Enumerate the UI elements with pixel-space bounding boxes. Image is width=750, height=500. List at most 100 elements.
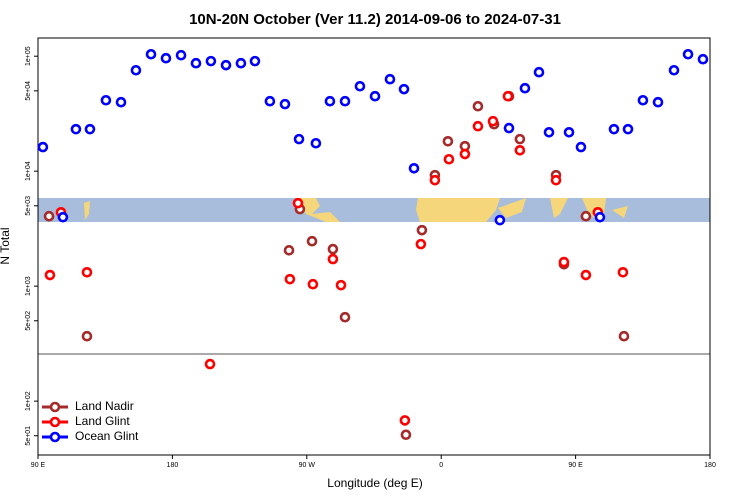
plot-frame — [37, 37, 711, 456]
point — [310, 137, 322, 149]
point — [160, 52, 172, 64]
y-tick-label: 5e+03 — [25, 196, 32, 216]
x-tick-label: 180 — [704, 462, 716, 469]
point — [57, 211, 69, 223]
point — [205, 55, 217, 67]
point — [594, 211, 606, 223]
point — [503, 122, 515, 134]
point — [502, 90, 514, 102]
y-tick-label: 1e+04 — [25, 161, 32, 181]
point — [608, 123, 620, 135]
point — [384, 73, 396, 85]
y-tick-label: 5e+01 — [25, 426, 32, 446]
point — [190, 57, 202, 69]
legend-label: Land Nadir — [75, 399, 134, 413]
y-tick-label: 5e+02 — [25, 311, 32, 331]
x-tick-label: 90 W — [299, 462, 316, 469]
point — [652, 96, 664, 108]
point — [415, 238, 427, 250]
point — [335, 279, 347, 291]
point — [533, 66, 545, 78]
legend-marker — [49, 401, 61, 413]
legend-marker — [49, 416, 61, 428]
point — [617, 266, 629, 278]
point — [398, 83, 410, 95]
y-tick-label: 1e+05 — [25, 46, 32, 66]
y-tick-label: 1e+02 — [25, 391, 32, 411]
point — [37, 141, 49, 153]
point — [622, 123, 634, 135]
point — [472, 120, 484, 132]
y-axis-label: N Total — [0, 227, 12, 264]
point — [339, 95, 351, 107]
land — [550, 198, 568, 218]
x-tick-label: 90 E — [568, 462, 583, 469]
x-tick-label: 180 — [167, 462, 179, 469]
point — [307, 278, 319, 290]
point — [400, 429, 412, 441]
point — [575, 141, 587, 153]
point — [580, 269, 592, 281]
point — [429, 174, 441, 186]
point — [487, 115, 499, 127]
point — [563, 126, 575, 138]
point — [81, 266, 93, 278]
point — [43, 210, 55, 222]
point — [443, 153, 455, 165]
point — [306, 235, 318, 247]
point — [292, 197, 304, 209]
point — [220, 59, 232, 71]
point — [130, 64, 142, 76]
x-axis-label: Longitude (deg E) — [327, 476, 422, 490]
point — [682, 48, 694, 60]
point — [175, 49, 187, 61]
point — [514, 133, 526, 145]
point — [514, 144, 526, 156]
point — [249, 55, 261, 67]
point — [580, 210, 592, 222]
y-tick-label: 1e+03 — [25, 276, 32, 296]
point — [293, 133, 305, 145]
x-tick-label: 0 — [439, 462, 443, 469]
point — [697, 53, 709, 65]
point — [324, 95, 336, 107]
point — [459, 148, 471, 160]
point — [145, 48, 157, 60]
point — [618, 330, 630, 342]
point — [494, 214, 506, 226]
point — [70, 123, 82, 135]
point — [327, 243, 339, 255]
point — [283, 245, 295, 256]
point — [115, 96, 127, 108]
point — [279, 98, 291, 110]
y-tick-label: 5e+04 — [25, 81, 32, 101]
point — [339, 311, 351, 323]
point — [84, 123, 96, 135]
point — [100, 94, 112, 106]
point — [44, 269, 56, 281]
ocean-band — [38, 198, 710, 222]
point — [558, 256, 570, 268]
point — [550, 174, 562, 186]
point — [668, 64, 680, 76]
point — [416, 224, 428, 236]
point — [472, 100, 484, 112]
point — [519, 82, 531, 94]
point — [264, 95, 276, 107]
land — [612, 206, 628, 218]
point — [408, 162, 420, 174]
point — [327, 253, 339, 265]
legend-label: Land Glint — [75, 414, 130, 428]
x-tick-label: 90 E — [31, 462, 46, 469]
point — [399, 415, 411, 426]
point — [81, 330, 93, 342]
point — [543, 126, 555, 138]
land — [84, 201, 90, 220]
point — [235, 57, 247, 69]
map-band — [38, 198, 710, 222]
point — [354, 80, 366, 92]
chart-title: 10N-20N October (Ver 11.2) 2014-09-06 to… — [189, 11, 561, 28]
point — [204, 358, 216, 370]
point — [369, 90, 381, 102]
